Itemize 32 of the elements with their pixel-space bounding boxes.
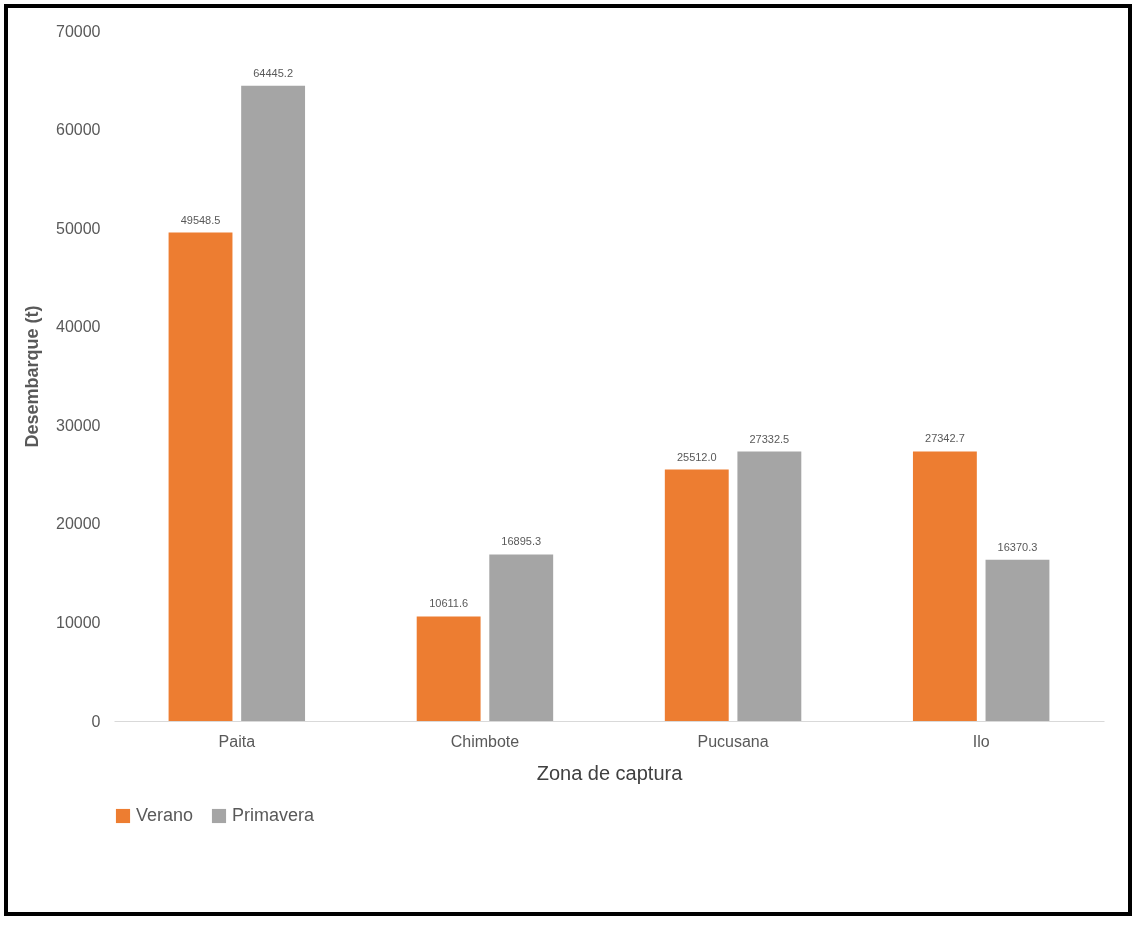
- x-tick-label: Paita: [218, 732, 256, 750]
- bar: [737, 451, 802, 721]
- bar: [912, 451, 977, 721]
- data-label: 27342.7: [925, 432, 965, 445]
- data-label: 16895.3: [501, 535, 542, 548]
- data-label: 27332.5: [749, 432, 790, 445]
- y-tick-label: 0: [91, 712, 101, 730]
- bar: [241, 85, 306, 721]
- x-tick-label: Ilo: [972, 732, 990, 750]
- y-axis-title: Desembarque (t): [22, 305, 43, 448]
- y-tick-label: 50000: [56, 219, 101, 237]
- legend-label: Primavera: [232, 805, 316, 825]
- data-label: 49548.5: [180, 213, 221, 226]
- bar: [985, 559, 1050, 721]
- bar: [416, 616, 481, 721]
- y-tick-label: 70000: [56, 22, 101, 40]
- x-tick-label: Chimbote: [450, 732, 520, 750]
- y-tick-label: 30000: [56, 416, 101, 434]
- y-tick-label: 20000: [56, 515, 101, 533]
- data-label: 25512.0: [676, 450, 717, 463]
- data-label: 64445.2: [253, 66, 293, 79]
- data-label: 16370.3: [997, 540, 1038, 553]
- bar: [168, 232, 233, 721]
- legend-label: Verano: [136, 805, 194, 825]
- bar: [664, 469, 729, 721]
- y-tick-label: 60000: [56, 121, 101, 139]
- y-tick-label: 10000: [56, 613, 101, 631]
- y-tick-label: 40000: [56, 318, 101, 336]
- data-label: 10611.6: [429, 597, 469, 610]
- bar: [489, 554, 554, 721]
- x-axis-title: Zona de captura: [536, 761, 684, 784]
- x-tick-label: Pucusana: [697, 732, 769, 750]
